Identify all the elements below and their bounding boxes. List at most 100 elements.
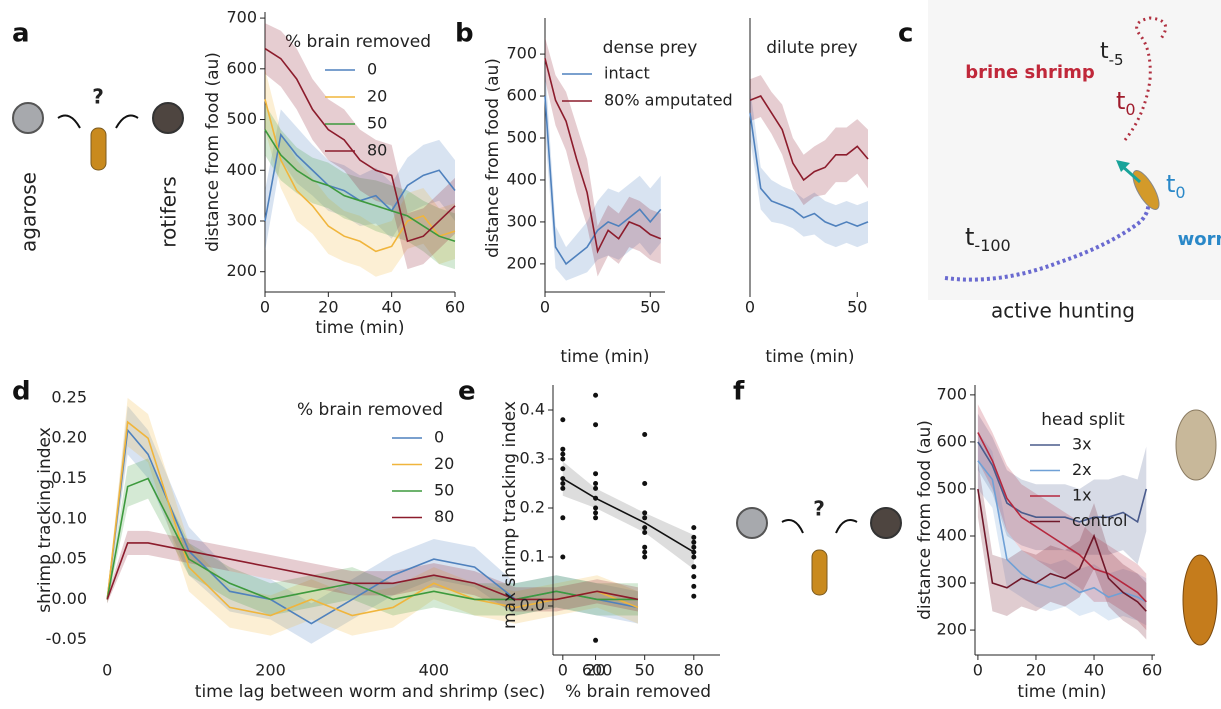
legend-label: 2x	[1072, 460, 1092, 479]
point	[593, 480, 599, 486]
left-label: agarose	[17, 172, 41, 252]
point	[560, 456, 566, 462]
point	[691, 564, 697, 570]
y-axis-label: distance from food (au)	[483, 58, 503, 258]
point	[691, 525, 697, 531]
time-sub: 0	[1125, 100, 1135, 119]
panel-label: a	[12, 19, 30, 49]
time-base: t	[965, 223, 974, 251]
worm-photo	[1182, 554, 1218, 646]
time-sub: -5	[1109, 51, 1124, 69]
panel-label: c	[898, 19, 913, 49]
legend-label: 0	[434, 428, 444, 447]
time-label: t-5	[1100, 39, 1124, 69]
point	[642, 549, 648, 555]
y-tick-label: 300	[506, 211, 537, 230]
x-tick-label: 60	[445, 298, 465, 317]
line	[264, 99, 456, 253]
x-tick-label: 400	[419, 661, 450, 680]
y-tick-label: 600	[226, 58, 257, 77]
y-tick-label: 700	[226, 8, 257, 27]
worm-icon	[811, 549, 828, 596]
y-tick-label: 600	[936, 431, 967, 450]
legend-label: 80	[367, 141, 387, 160]
worm-label: worm	[1178, 229, 1221, 250]
y-axis-label: shrimp tracking index	[35, 427, 55, 613]
y-axis-label: distance from food (au)	[915, 420, 935, 620]
prey-label: brine shrimp	[965, 62, 1095, 83]
y-tick-label: -0.05	[46, 629, 87, 648]
time-base: t	[1166, 170, 1175, 198]
y-axis-label: distance from food (au)	[203, 52, 223, 252]
x-tick-label: 600	[582, 661, 613, 680]
panel-label: b	[455, 19, 474, 49]
rotifer-dish	[152, 102, 184, 134]
heading-arrow	[1121, 164, 1141, 184]
question-mark: ?	[813, 497, 825, 521]
error-band	[977, 413, 1147, 565]
y-tick-label: 0.1	[520, 546, 545, 565]
legend-label: 20	[434, 454, 454, 473]
y-tick-label: 0.10	[51, 508, 87, 527]
point	[691, 544, 697, 550]
point	[560, 554, 566, 560]
point	[593, 471, 599, 477]
y-tick-label: 0.20	[51, 428, 87, 447]
point	[560, 466, 566, 472]
y-tick-label: 0.4	[520, 399, 545, 418]
time-label: t0	[1166, 170, 1186, 202]
time-sub: 0	[1175, 183, 1185, 202]
arrow	[835, 519, 858, 534]
point	[593, 505, 599, 511]
y-tick-label: 400	[936, 525, 967, 544]
legend-label: 50	[367, 114, 387, 133]
line	[977, 432, 1147, 603]
legend-title: % brain removed	[285, 32, 431, 52]
time-label: t-100	[965, 223, 1011, 255]
point	[560, 485, 566, 491]
error-band	[265, 23, 455, 270]
y-tick-label: 400	[226, 160, 257, 179]
time-sub: -100	[974, 236, 1010, 255]
agarose-dish	[12, 102, 44, 134]
point	[642, 431, 648, 437]
point	[560, 417, 566, 423]
y-tick-label: 200	[226, 261, 257, 280]
worm-trajectory	[944, 199, 1151, 282]
error-band	[750, 75, 868, 206]
agarose-dish	[736, 507, 768, 539]
point	[560, 476, 566, 482]
line	[977, 488, 1147, 612]
x-axis-label: % brain removed	[565, 682, 711, 702]
time-base: t	[1100, 39, 1109, 64]
y-tick-label: 500	[226, 109, 257, 128]
x-axis-label: time (min)	[765, 347, 854, 367]
x-axis-label: time lag between worm and shrimp (sec)	[195, 682, 545, 702]
error-band	[107, 458, 638, 616]
point	[691, 583, 697, 589]
y-tick-label: 0.00	[51, 589, 87, 608]
point	[691, 554, 697, 560]
y-tick-label: 200	[936, 620, 967, 639]
x-tick-label: 0	[102, 661, 112, 680]
line	[264, 47, 456, 243]
line	[562, 477, 695, 553]
time-base: t	[1116, 87, 1125, 115]
point	[642, 480, 648, 486]
line	[264, 129, 456, 243]
panel-label: f	[733, 377, 745, 407]
point	[593, 515, 599, 521]
point	[642, 544, 648, 550]
error-band	[977, 432, 1147, 626]
heading-arrowhead	[1116, 160, 1130, 172]
arrow	[781, 519, 804, 534]
x-tick-label: 60	[1142, 661, 1162, 680]
x-tick-label: 20	[1026, 661, 1046, 680]
point	[642, 515, 648, 521]
x-tick-label: 0	[540, 298, 550, 317]
error-band	[265, 68, 455, 277]
panel-label: d	[12, 377, 31, 407]
error-band	[107, 405, 638, 644]
x-axis-label: time (min)	[315, 318, 404, 338]
